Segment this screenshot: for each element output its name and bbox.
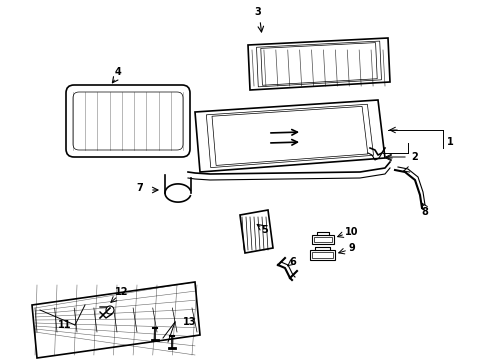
Polygon shape [32,282,200,358]
Text: 6: 6 [290,257,296,267]
Text: 4: 4 [115,67,122,77]
Text: 11: 11 [58,320,72,330]
Text: 9: 9 [348,243,355,253]
Text: 3: 3 [255,7,261,17]
Text: 12: 12 [115,287,129,297]
Polygon shape [248,38,390,90]
Text: 5: 5 [262,225,269,235]
Text: 13: 13 [183,317,197,327]
Bar [314,237,332,242]
Polygon shape [195,100,385,172]
Text: 10: 10 [345,227,359,237]
Text: 2: 2 [412,152,418,162]
Text: 1: 1 [446,137,453,147]
Bar [312,235,334,244]
Bar [312,252,333,258]
FancyBboxPatch shape [66,85,190,157]
Bar [310,250,335,260]
Text: 7: 7 [137,183,144,193]
Text: 8: 8 [421,207,428,217]
Polygon shape [240,210,273,253]
Circle shape [106,306,114,314]
